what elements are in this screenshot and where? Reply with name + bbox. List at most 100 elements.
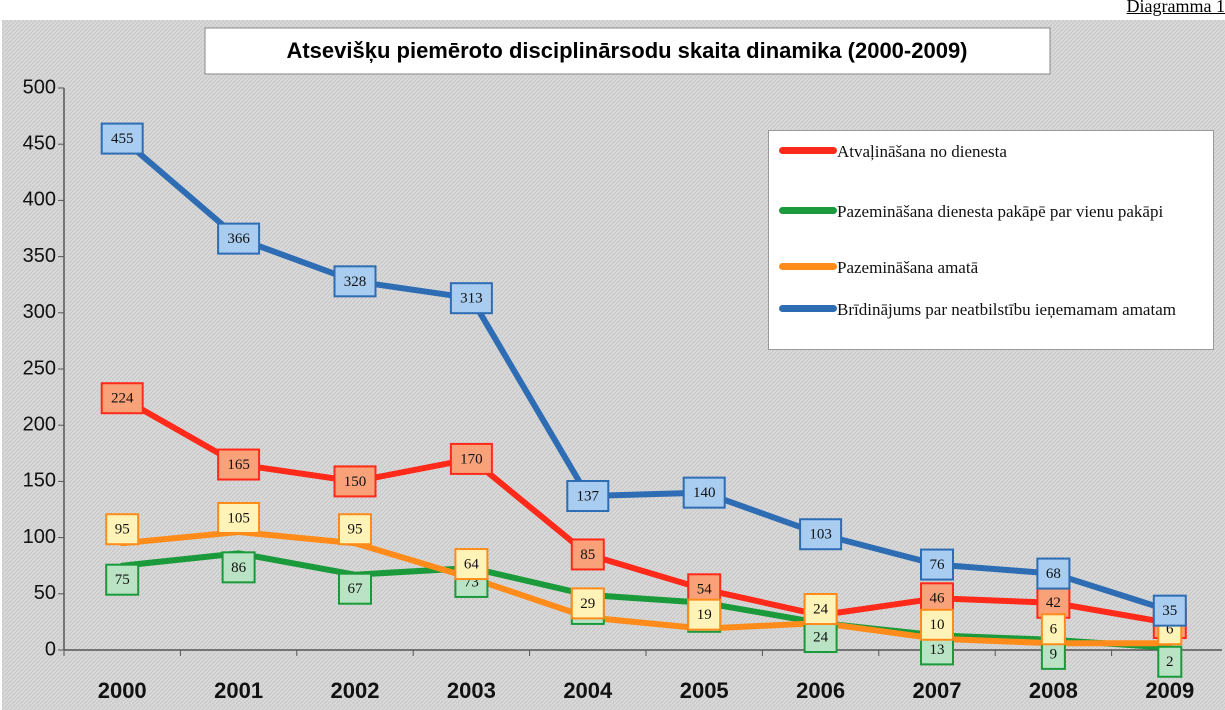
- data-label-box: [799, 518, 843, 551]
- data-label-box: [449, 282, 493, 315]
- y-tick-label: 300: [23, 301, 56, 323]
- data-label: 6: [1166, 622, 1174, 638]
- data-label-box: [217, 222, 261, 255]
- data-label-box: [217, 501, 261, 534]
- legend: Atvaļināšana no dienesta Pazemināšana die…: [768, 130, 1214, 350]
- legend-label: Brīdinājums par neatbilstību ieņemamam a…: [837, 300, 1176, 319]
- legend-swatch: [779, 207, 837, 214]
- y-tick-label: 200: [23, 413, 56, 435]
- series-line: [119, 135, 1173, 614]
- legend-entry: Atvaļināšana no dienesta: [779, 141, 1204, 163]
- data-label: 68: [1046, 566, 1061, 582]
- y-tick-label: 0: [45, 638, 56, 660]
- data-label: 24: [813, 629, 829, 645]
- data-label-box: [687, 598, 722, 631]
- data-label-box: [100, 122, 144, 155]
- data-label: 75: [115, 572, 130, 588]
- data-label: 2: [1166, 654, 1174, 670]
- x-tick-label: 2006: [796, 678, 845, 703]
- data-label: 35: [1162, 603, 1177, 619]
- y-tick-label: 500: [23, 76, 56, 98]
- x-tick-label: 2007: [913, 678, 962, 703]
- data-label-box: [920, 548, 954, 581]
- data-label: 366: [227, 231, 250, 247]
- data-label: 76: [930, 557, 946, 573]
- data-label: 224: [111, 391, 134, 407]
- data-label-box: [338, 572, 372, 605]
- data-label: 95: [115, 522, 130, 538]
- legend-entry: Brīdinājums par neatbilstību ieņemamam a…: [779, 299, 1204, 321]
- data-label: 140: [693, 485, 716, 501]
- data-label-box: [100, 382, 144, 415]
- data-label-box: [920, 608, 954, 641]
- title-box: [204, 27, 1051, 75]
- series-line: [119, 395, 1173, 627]
- data-label-box: [333, 465, 377, 498]
- data-label: 313: [460, 291, 483, 307]
- y-tick-label: 100: [23, 526, 56, 548]
- data-label-box: [566, 480, 610, 513]
- y-tick-label: 250: [23, 357, 56, 379]
- x-tick-label: 2004: [563, 678, 613, 703]
- data-label: 165: [227, 457, 250, 473]
- series-line: [119, 550, 1173, 651]
- data-label-box: [1036, 586, 1071, 619]
- data-label: 103: [809, 527, 832, 543]
- data-label: 10: [930, 617, 945, 633]
- data-label-box: [803, 593, 838, 626]
- data-label-box: [449, 442, 493, 475]
- data-label: 6: [1050, 622, 1058, 638]
- data-label: 67: [348, 581, 364, 597]
- data-label-box: [1152, 594, 1187, 627]
- data-label: 46: [930, 591, 946, 607]
- legend-label: Atvaļināšana no dienesta: [837, 142, 1007, 161]
- x-tick-label: 2009: [1145, 678, 1194, 703]
- data-label: 54: [697, 582, 713, 598]
- data-label: 105: [227, 510, 250, 526]
- data-label: 328: [344, 274, 367, 290]
- data-label: 86: [231, 560, 247, 576]
- x-tick-label: 2008: [1029, 678, 1078, 703]
- data-label-box: [570, 538, 605, 571]
- data-label: 42: [1046, 595, 1061, 611]
- legend-swatch: [779, 305, 837, 312]
- data-label-box: [682, 476, 726, 509]
- y-tick-label: 400: [23, 189, 56, 211]
- data-label-box: [1040, 613, 1066, 646]
- chart-title: Atsevišķu piemēroto disciplinārsodu skai…: [286, 38, 967, 63]
- data-label-box: [1036, 557, 1071, 590]
- data-label: 455: [111, 131, 134, 147]
- data-label-box: [570, 587, 605, 620]
- data-label-box: [338, 513, 372, 546]
- x-tick-label: 2001: [214, 678, 263, 703]
- data-label-box: [221, 551, 256, 584]
- data-label: 24: [813, 601, 829, 617]
- x-tick-label: 2005: [680, 678, 729, 703]
- data-label: 170: [460, 451, 483, 467]
- legend-swatch: [779, 263, 837, 270]
- data-label: 95: [348, 522, 363, 538]
- legend-entry: Pazemināšana amatā: [779, 257, 1204, 279]
- header-label: Diagramma 1: [1126, 0, 1225, 16]
- data-label-box: [105, 563, 140, 596]
- legend-entry: Pazemināšana dienesta pakāpē par vienu p…: [779, 201, 1204, 223]
- x-tick-label: 2000: [98, 678, 147, 703]
- data-label-box: [454, 548, 489, 581]
- data-label: 64: [464, 557, 480, 573]
- data-label-box: [803, 621, 838, 654]
- legend-label: Pazemināšana amatā: [837, 258, 979, 277]
- y-tick-label: 450: [23, 132, 56, 154]
- data-label: 13: [930, 642, 945, 658]
- y-tick-label: 350: [23, 245, 56, 267]
- y-tick-label: 150: [23, 470, 56, 492]
- data-label: 29: [580, 596, 595, 612]
- data-label-box: [333, 265, 377, 298]
- series-line: [119, 528, 1173, 647]
- data-label-box: [105, 513, 140, 546]
- data-label: 19: [697, 607, 712, 623]
- data-label-box: [1157, 645, 1183, 678]
- data-label: 9: [1050, 646, 1058, 662]
- legend-swatch: [779, 147, 837, 154]
